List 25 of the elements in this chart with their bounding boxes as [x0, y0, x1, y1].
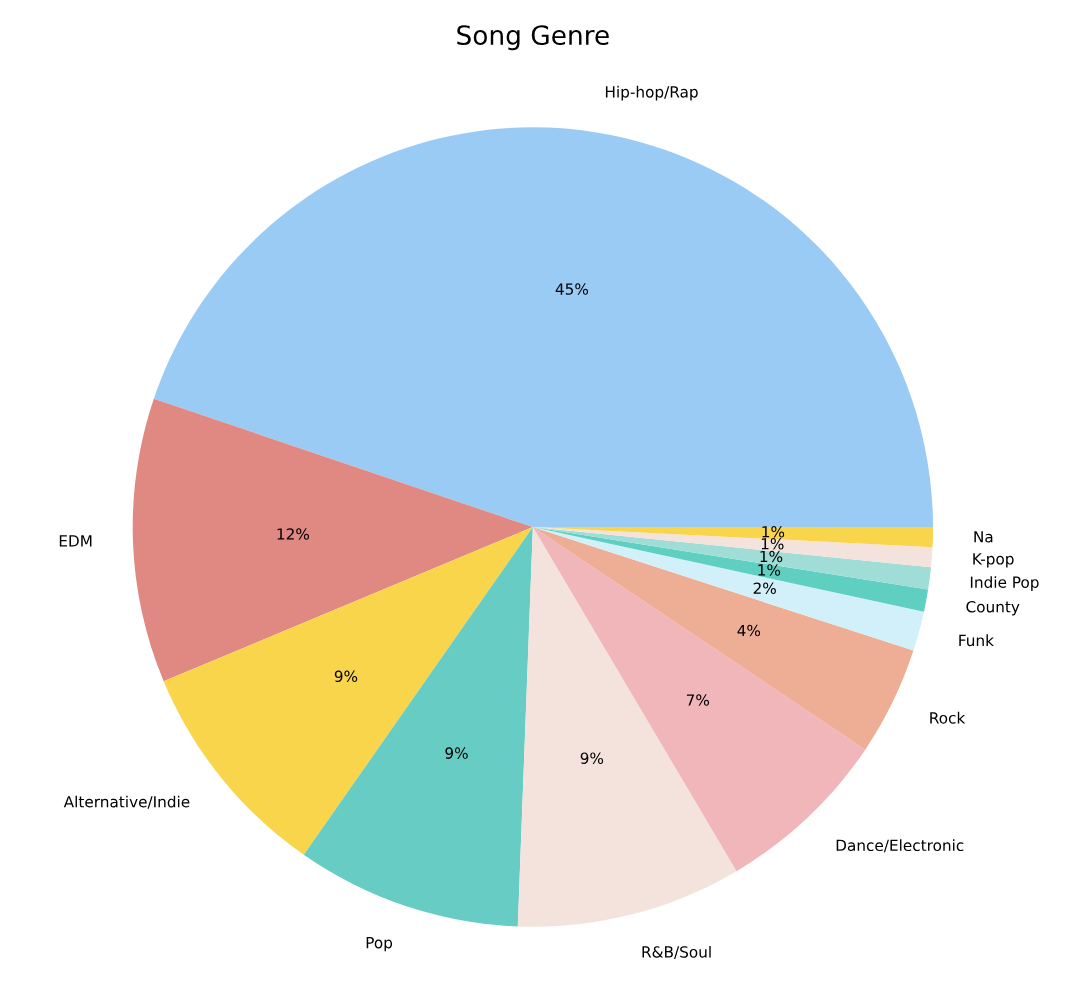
data-label: 2%	[753, 582, 776, 595]
data-label: 9%	[445, 747, 468, 759]
slice-label: Alternative/Indie	[63, 795, 190, 809]
slice-label: R&B/Soul	[642, 945, 711, 959]
data-label: 1%	[761, 538, 784, 550]
slice-label: Hip-hop/Rap	[605, 85, 698, 101]
data-label: 12%	[277, 528, 310, 540]
data-label: 7%	[686, 694, 710, 706]
data-label: 1%	[762, 525, 785, 538]
slice-label: Dance/Electronic	[836, 839, 964, 853]
data-label: 45%	[555, 283, 589, 295]
data-label: 9%	[580, 752, 604, 764]
slice-label: County	[966, 600, 1020, 616]
slice-label: Funk	[959, 634, 994, 647]
data-label: 4%	[737, 624, 761, 637]
data-label: 9%	[334, 670, 358, 683]
data-label: 1%	[758, 564, 781, 576]
slice-label: Na	[974, 531, 993, 543]
slice-label: Rock	[930, 711, 966, 724]
slice-label: Pop	[366, 937, 393, 952]
slice-label: EDM	[59, 535, 92, 547]
slice-label: K-pop	[973, 553, 1014, 568]
chart-title: Song Genre	[457, 25, 609, 51]
data-label: 1%	[760, 550, 783, 563]
slice-label: Indie Pop	[970, 576, 1039, 591]
